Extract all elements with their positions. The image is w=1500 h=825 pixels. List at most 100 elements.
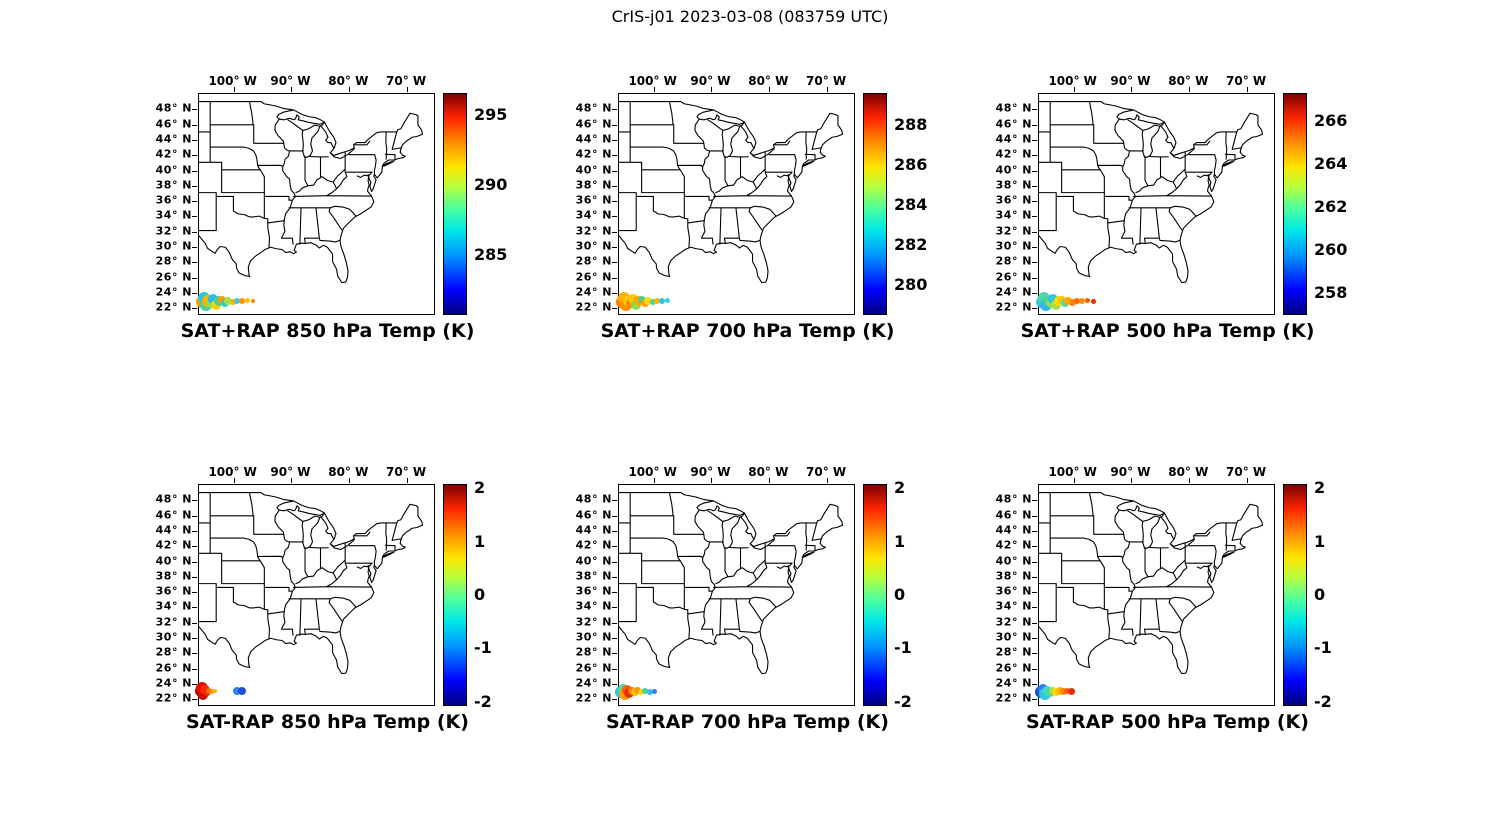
- colorbar-tick-label: 280: [894, 275, 928, 294]
- obs-dot: [251, 299, 256, 304]
- lat-tick-label: 38° N: [155, 178, 192, 192]
- lat-tick-mark: [1032, 561, 1037, 563]
- lat-tick-label: 34° N: [155, 599, 192, 613]
- lat-tick-label: 46° N: [155, 117, 192, 131]
- lat-tick-mark: [1032, 247, 1037, 249]
- lat-tick-mark: [612, 216, 617, 218]
- obs-dot: [628, 294, 639, 305]
- map-panel-sat-minus-rap-850: 100° W 90° W 80° W 70° W 48° N 46° N 44° N 42°…: [138, 451, 517, 751]
- lat-tick-mark: [612, 201, 617, 203]
- lat-tick-label: 30° N: [155, 630, 192, 644]
- obs-dot: [1069, 298, 1077, 306]
- lat-tick-label: 46° N: [995, 508, 1032, 522]
- obs-dot: [1090, 298, 1096, 304]
- lon-tick-mark: [653, 87, 655, 92]
- lon-axis: 100° W 90° W 80° W 70° W: [1038, 64, 1275, 90]
- lon-tick-label: 100° W: [1048, 465, 1097, 479]
- lat-tick-label: 38° N: [995, 569, 1032, 583]
- map-panel-sat-plus-rap-500: 100° W 90° W 80° W 70° W 48° N 46° N 44° N 42°…: [978, 60, 1357, 360]
- obs-dot: [654, 297, 661, 304]
- lat-axis: 48° N 46° N 44° N 42° N 40° N 38° N 36° N 34° N…: [978, 484, 1035, 706]
- lat-tick-label: 28° N: [575, 254, 612, 268]
- lat-tick-mark: [1032, 653, 1037, 655]
- lat-tick-label: 24° N: [995, 676, 1032, 690]
- colorbar-tick-label: 0: [894, 585, 906, 604]
- lat-tick-label: 36° N: [575, 584, 612, 598]
- lon-tick-label: 90° W: [1110, 465, 1151, 479]
- obs-dot: [1085, 298, 1091, 304]
- obs-dot: [229, 299, 236, 306]
- map-box: [1032, 87, 1275, 315]
- lat-tick-mark: [612, 109, 617, 111]
- lat-tick-label: 34° N: [575, 599, 612, 613]
- lat-tick-mark: [612, 515, 617, 517]
- colorbar-labels: 288 286 284 282 280: [894, 93, 938, 315]
- colorbar-tick-label: 295: [474, 105, 508, 125]
- lat-tick-label: 48° N: [155, 101, 192, 115]
- panel-title: SAT-RAP 500 hPa Temp (K): [1026, 711, 1309, 733]
- obs-dot: [633, 687, 641, 695]
- colorbar: [1283, 93, 1307, 315]
- lat-tick-label: 42° N: [155, 538, 192, 552]
- lat-tick-mark: [612, 576, 617, 578]
- lon-tick-label: 90° W: [690, 74, 731, 88]
- lat-tick-label: 24° N: [155, 285, 192, 299]
- lon-tick-mark: [653, 478, 655, 483]
- colorbar: [443, 93, 467, 315]
- lat-axis: 48° N 46° N 44° N 42° N 40° N 38° N 36° N 34° N…: [558, 484, 615, 706]
- lat-tick-label: 42° N: [575, 147, 612, 161]
- lon-tick-mark: [827, 87, 829, 92]
- lat-tick-label: 36° N: [995, 584, 1032, 598]
- lat-tick-mark: [1032, 576, 1037, 578]
- lon-tick-mark: [711, 478, 713, 483]
- lat-tick-mark: [612, 638, 617, 640]
- lat-tick-mark: [192, 638, 197, 640]
- lat-tick-mark: [612, 684, 617, 686]
- lon-tick-mark: [291, 478, 293, 483]
- lat-tick-mark: [192, 170, 197, 172]
- colorbar-tick-label: 0: [1314, 585, 1326, 604]
- map-box: [192, 478, 435, 706]
- lat-tick-mark: [192, 607, 197, 609]
- lat-tick-mark: [1032, 201, 1037, 203]
- lat-tick-label: 28° N: [155, 254, 192, 268]
- lat-tick-label: 36° N: [155, 584, 192, 598]
- lat-tick-mark: [192, 293, 197, 295]
- lat-tick-label: 32° N: [995, 615, 1032, 629]
- lat-tick-mark: [192, 262, 197, 264]
- lon-tick-label: 90° W: [690, 465, 731, 479]
- obs-dot: [1059, 688, 1067, 696]
- lat-tick-mark: [612, 699, 617, 701]
- map-box: [612, 478, 855, 706]
- lat-tick-label: 40° N: [575, 554, 612, 568]
- lon-tick-mark: [233, 87, 235, 92]
- colorbar-tick-label: -1: [1314, 638, 1332, 658]
- lat-tick-label: 36° N: [575, 193, 612, 207]
- lat-tick-label: 48° N: [995, 101, 1032, 115]
- lat-tick-label: 28° N: [155, 645, 192, 659]
- lat-tick-mark: [1032, 139, 1037, 141]
- lon-tick-label: 80° W: [748, 74, 789, 88]
- lat-tick-mark: [1032, 155, 1037, 157]
- lat-tick-mark: [1032, 262, 1037, 264]
- lon-tick-mark: [827, 478, 829, 483]
- obs-dot: [646, 688, 653, 695]
- obs-dot: [644, 296, 653, 305]
- obs-dot: [224, 296, 233, 305]
- panel-title: SAT+RAP 700 hPa Temp (K): [600, 320, 895, 342]
- lat-tick-label: 30° N: [995, 630, 1032, 644]
- lat-tick-mark: [1032, 124, 1037, 126]
- lon-axis: 100° W 90° W 80° W 70° W: [618, 64, 855, 90]
- obs-dot: [212, 689, 217, 694]
- colorbar-tick-label: 288: [894, 115, 928, 134]
- lat-tick-mark: [1032, 231, 1037, 233]
- lat-tick-mark: [192, 561, 197, 563]
- lat-tick-mark: [1032, 185, 1037, 187]
- lon-tick-label: 100° W: [628, 465, 677, 479]
- obs-dot: [208, 294, 219, 305]
- lat-axis: 48° N 46° N 44° N 42° N 40° N 38° N 36° N 34° N…: [558, 93, 615, 315]
- colorbar-labels: 2 1 0 -1 -2: [474, 479, 518, 710]
- lat-tick-label: 30° N: [995, 239, 1032, 253]
- lat-tick-mark: [612, 530, 617, 532]
- lat-tick-mark: [612, 170, 617, 172]
